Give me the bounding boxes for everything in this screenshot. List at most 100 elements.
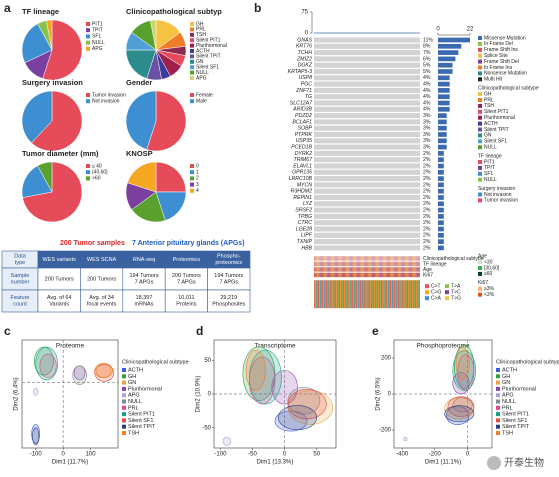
frequency-label: 8%: [423, 44, 431, 50]
cluster-ellipse: [287, 388, 327, 420]
cell-text: 200 Tumors: [172, 273, 201, 279]
legend-label: GN: [128, 380, 136, 386]
spectrum-bars: [314, 280, 420, 309]
legend-label: Silent SF1: [196, 65, 219, 71]
pie-title: Tumor diameter (mm): [22, 149, 99, 158]
legend-label: APG: [128, 393, 140, 399]
gene-label: TG: [305, 94, 312, 100]
legend-swatch: [190, 32, 194, 37]
matrix-row: [314, 138, 420, 144]
legend-swatch: [478, 160, 482, 164]
legend-swatch: [122, 412, 126, 417]
tumor-samples: 200 Tumor samples: [60, 240, 125, 247]
matrix-row: [314, 131, 420, 138]
legend-swatch: [496, 412, 500, 417]
frequency-label: 2%: [423, 239, 431, 245]
row-header: Sample: [11, 273, 30, 279]
track-label: Age: [423, 267, 432, 273]
matrix-row: [314, 119, 420, 125]
gene-bar: [438, 201, 444, 207]
gene-bar: [438, 132, 447, 137]
cluster-ellipse: [447, 396, 475, 417]
gene-label: USP35: [296, 138, 313, 144]
pie-slice: [21, 165, 53, 198]
legend-label: ≥3%: [484, 286, 495, 292]
legend-swatch: [478, 286, 482, 291]
frequency-label: 2%: [423, 189, 431, 195]
legend-label: Silent TPIT: [128, 424, 156, 430]
panel-label: b: [254, 1, 261, 15]
gene-bar: [438, 245, 444, 251]
gene-bar: [438, 182, 444, 188]
legend-label: [30,60]: [484, 265, 500, 271]
legend-title: Age: [478, 254, 487, 260]
gene-bar: [438, 226, 444, 232]
matrix-row: [314, 182, 420, 188]
frequency-label: 3%: [423, 132, 431, 138]
gene-bar: [438, 239, 444, 244]
gene-label: TRIM67: [294, 157, 314, 163]
matrix-row: [314, 94, 420, 100]
pie-slice: [155, 191, 187, 221]
plot-frame: [21, 339, 119, 449]
cell-text: 7 APGs: [219, 280, 238, 286]
legend-swatch: [478, 292, 482, 297]
gene-bar: [438, 232, 444, 238]
legend-label: Frame Shift Del: [484, 59, 519, 65]
legend-label: TSH: [484, 103, 494, 109]
matrix-row: [314, 113, 420, 119]
legend-label: 4: [196, 188, 199, 194]
legend-label: 2: [196, 176, 199, 182]
x-tick-label: 50: [313, 452, 320, 458]
cluster-ellipse: [222, 436, 231, 446]
legend-label: Splice Site: [484, 53, 508, 59]
legend-label: GN: [196, 59, 204, 65]
gene-label: LYZ: [303, 201, 313, 207]
cell-text: focal events: [87, 302, 117, 308]
gene-bar: [438, 188, 444, 194]
cluster-ellipse: [403, 436, 408, 442]
panel-label: e: [372, 324, 379, 338]
pca-plot: Proteome -100 0 100 Dim1 (11.7%) Dim2 (6.4%) C…: [14, 339, 189, 466]
top-tick-label: 0: [305, 31, 309, 37]
pie-slice: [131, 191, 166, 223]
legend-swatch: [496, 405, 500, 410]
legend-swatch: [122, 399, 126, 404]
legend-swatch: [86, 164, 90, 168]
gene-label: DYRK2: [295, 151, 312, 157]
legend-swatch: [478, 115, 482, 120]
gene-bar: [438, 62, 453, 68]
panel-a: TF lineagePIT1TPITSF1NULLAPGClinicopatho…: [21, 7, 245, 247]
pie-slice: [125, 49, 157, 79]
cluster-ellipse: [32, 427, 40, 446]
legend-swatch: [478, 133, 482, 138]
frequency-label: 2%: [423, 195, 431, 201]
pca-plot: Phosphoproteome -400 -200 0 -200 0 200 Dim1 (11…: [376, 339, 559, 466]
pie-slice: [31, 90, 83, 152]
legend-label: NULL: [128, 399, 142, 405]
cluster-ellipse: [452, 397, 473, 413]
pca-plot: Transcriptome -100 -50 0 50 -50 0 50 Dim1 (13.3%…: [196, 339, 337, 466]
gene-label: ARID3B: [292, 107, 312, 113]
x-axis-label: Dim1 (11.1%): [425, 460, 461, 466]
gene-label: MYCN: [297, 182, 313, 188]
legend-label: ACTH: [484, 121, 498, 127]
legend-swatch: [496, 424, 500, 429]
cell-text: RNA-seq: [133, 257, 155, 263]
legend-label: TSH: [128, 430, 139, 436]
legend-label: SF1: [92, 34, 101, 40]
gene-bar: [438, 37, 470, 43]
legend-swatch: [86, 22, 90, 26]
cell-text: WES SCNA: [87, 257, 117, 263]
legend-title: Clinicopathological subtype: [478, 86, 539, 92]
legend-title: Surgery invasion: [478, 186, 515, 192]
legend-title: TF lineage: [478, 153, 502, 159]
y-tick-label: 0: [388, 392, 392, 398]
legend-swatch: [496, 399, 500, 404]
y-axis-label: Dim2 (6.4%): [14, 377, 20, 410]
legend-swatch: [478, 103, 482, 108]
panel-c: Proteome -100 0 100 Dim1 (11.7%) Dim2 (6.4%) C…: [14, 339, 559, 466]
cell-text: Proteins: [176, 302, 196, 308]
gene-bar: [438, 195, 444, 200]
legend-swatch: [122, 386, 126, 391]
